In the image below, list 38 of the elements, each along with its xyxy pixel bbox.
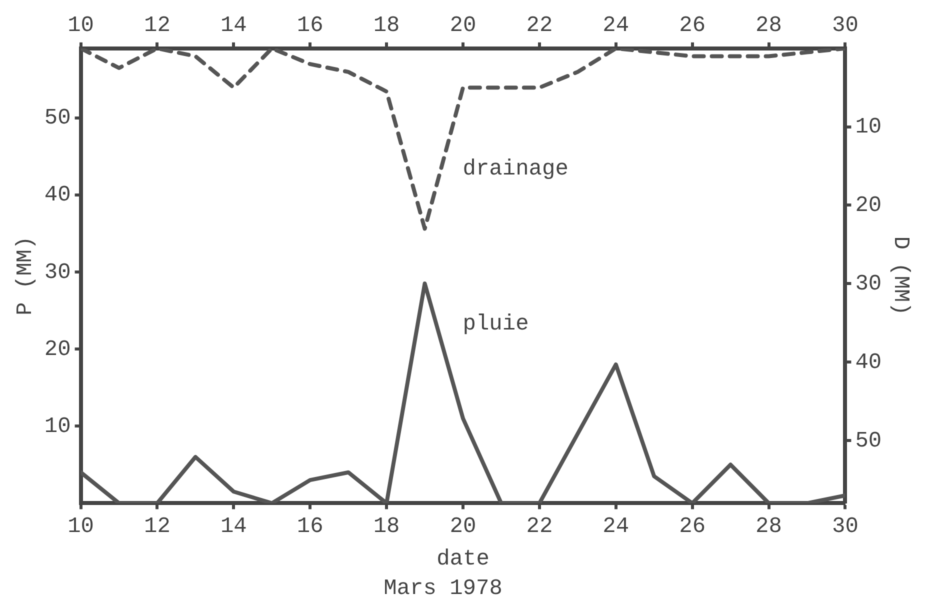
y2-tick-label: 10 [855,114,882,140]
x2-tick-label: 30 [832,514,858,540]
y-tick-label: 20 [44,336,71,362]
y2-tick-label: 20 [855,193,882,218]
x2-tick-label: 20 [450,514,476,540]
series-label: pluie [462,311,529,336]
x-tick-label: 28 [756,13,782,38]
x2-tick-label: 28 [756,514,782,540]
x2-tick-label: 24 [602,514,630,540]
x-tick-label: 24 [602,13,630,38]
y2-tick-label: 30 [855,271,882,296]
y2-axis-title: D (MM) [888,236,913,316]
x-tick-label: 26 [679,13,706,38]
x-tick-label: 10 [68,13,94,38]
series-label: drainage [462,156,568,182]
x-tick-label: 22 [526,13,553,38]
x-tick-label: 12 [144,13,170,38]
y-tick-label: 50 [44,106,71,131]
y2-tick-label: 50 [855,428,882,454]
text: Mars 1978 [384,576,502,601]
x2-tick-label: 10 [68,514,94,540]
x-tick-label: 18 [373,13,400,38]
x2-tick-label: 26 [679,514,706,540]
x-tick-label: 30 [832,13,858,38]
x-tick-label: 14 [220,13,247,38]
y-axis-title: P (MM) [13,236,38,316]
x2-tick-label: 16 [296,514,324,540]
x-axis-title: date [436,546,490,572]
y-tick-label: 10 [44,414,71,439]
y-tick-label: 30 [44,260,71,285]
x2-tick-label: 12 [144,514,170,540]
x-tick-label: 20 [450,13,476,38]
x2-tick-label: 22 [526,514,553,540]
x-tick-label: 16 [296,13,324,38]
x2-tick-label: 14 [220,514,247,540]
y-tick-label: 40 [44,182,71,208]
x2-tick-label: 18 [373,514,400,540]
y2-tick-label: 40 [855,350,882,375]
